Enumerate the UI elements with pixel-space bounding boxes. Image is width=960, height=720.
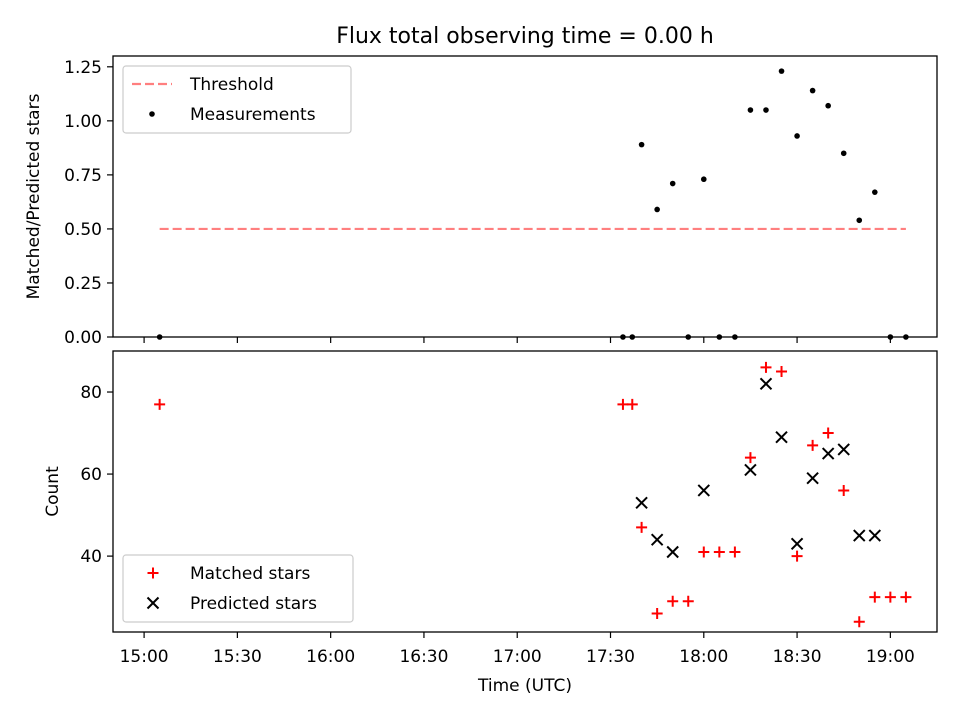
top-y-axis-label: Matched/Predicted stars <box>24 93 44 299</box>
top-y-tick-label: 0.50 <box>64 220 102 240</box>
predicted-star-point <box>821 447 835 460</box>
x-tick-label: 18:30 <box>773 647 822 667</box>
matched-star-point <box>651 608 663 620</box>
matched-star-point <box>853 616 865 628</box>
predicted-star-point <box>790 537 804 551</box>
measurement-point <box>620 334 626 340</box>
bottom-y-tick-label: 40 <box>80 547 102 567</box>
measurement-point <box>638 141 645 148</box>
bottom-y-tick-label: 80 <box>80 383 102 403</box>
measurement-point <box>763 107 769 113</box>
bottom-axes-frame <box>112 350 938 633</box>
measurement-point <box>747 107 754 113</box>
legend-threshold-label: Threshold <box>189 75 274 95</box>
top-y-tick-label: 0.00 <box>64 328 102 348</box>
measurement-point <box>840 150 847 157</box>
matched-star-point <box>617 398 629 410</box>
legend-matched-label: Matched stars <box>190 564 310 584</box>
matched-star-point <box>900 591 912 603</box>
x-tick-label: 16:00 <box>306 647 355 667</box>
matched-star-point <box>626 398 638 410</box>
predicted-star-point <box>806 471 819 485</box>
predicted-star-point <box>837 443 850 456</box>
measurement-point <box>732 334 738 340</box>
measurement-point <box>903 334 909 340</box>
matched-star-point <box>744 452 756 464</box>
legend-predicted-label: Predicted stars <box>190 594 317 614</box>
x-tick-label: 16:30 <box>399 647 448 667</box>
legend-box <box>122 554 354 623</box>
top-y-tick-label: 1.00 <box>64 112 102 132</box>
x-tick-label: 17:00 <box>493 647 542 667</box>
x-tick-label: 15:00 <box>120 647 169 667</box>
x-axis-label: Time (UTC) <box>477 676 572 696</box>
matched-star-point <box>760 361 772 373</box>
legend-matched-swatch <box>147 567 159 579</box>
predicted-star-point <box>744 463 757 477</box>
measurement-point <box>856 217 863 224</box>
predicted-star-point <box>775 430 788 444</box>
measurement-point <box>669 180 676 187</box>
matched-star-point <box>791 550 803 562</box>
predicted-star-point <box>759 377 773 391</box>
matched-star-point <box>713 546 725 558</box>
matched-star-point <box>729 546 741 558</box>
predicted-star-point <box>635 496 648 509</box>
legend-measurements-label: Measurements <box>190 105 316 125</box>
top-y-tick-label: 1.25 <box>64 58 102 78</box>
measurement-point <box>809 87 816 94</box>
measurement-point <box>156 334 163 340</box>
top-series-measurements <box>156 68 909 340</box>
measurement-point <box>887 334 894 340</box>
top-y-tick-label: 0.25 <box>64 274 102 294</box>
measurement-point <box>654 206 660 213</box>
matched-star-point <box>636 521 648 533</box>
legend-predicted-swatch <box>146 596 160 610</box>
top-y-tick-label: 0.75 <box>64 166 102 186</box>
matched-star-point <box>822 427 834 439</box>
matched-star-point <box>776 366 788 378</box>
matched-star-point <box>884 591 896 603</box>
matched-star-point <box>869 591 881 603</box>
measurement-point <box>794 133 800 139</box>
matched-star-point <box>667 595 679 607</box>
matched-star-point <box>698 546 710 558</box>
matched-star-point <box>154 398 166 410</box>
measurement-point <box>700 176 707 183</box>
matched-star-point <box>682 595 694 607</box>
figure-title: Flux total observing time = 0.00 h <box>336 24 714 49</box>
x-tick-label: 15:30 <box>213 647 262 667</box>
matched-star-point <box>838 484 850 496</box>
measurement-point <box>629 334 636 340</box>
measurement-point <box>778 68 785 74</box>
measurement-point <box>716 334 723 340</box>
measurement-point <box>872 189 878 195</box>
legend-measurements-swatch <box>149 111 155 117</box>
top-legend: Threshold Measurements <box>122 65 352 134</box>
bottom-y-tick-label: 60 <box>80 465 102 485</box>
top-panel: 0.00 0.25 0.50 0.75 1.00 1.25 Matched/Predicte… <box>24 55 938 348</box>
predicted-star-point <box>650 533 664 546</box>
predicted-star-point <box>868 529 882 542</box>
x-tick-label: 19:00 <box>866 647 915 667</box>
bottom-series-matched-stars <box>154 361 912 628</box>
matched-star-point <box>807 439 819 451</box>
bottom-panel: 15:00 15:30 16:00 16:30 17:00 17:30 18:00 18:30… <box>43 350 938 696</box>
predicted-star-point <box>666 545 679 559</box>
predicted-star-point <box>853 529 866 542</box>
bottom-legend: Matched stars Predicted stars <box>122 554 354 623</box>
bottom-y-axis-label: Count <box>43 466 63 517</box>
x-tick-label: 18:00 <box>679 647 728 667</box>
predicted-star-point <box>697 484 710 497</box>
top-axes-frame <box>112 55 938 338</box>
measurement-point <box>825 102 831 109</box>
x-tick-label: 17:30 <box>586 647 635 667</box>
legend-box <box>122 65 352 134</box>
measurement-point <box>685 334 692 340</box>
bottom-series-predicted-stars <box>635 377 882 559</box>
